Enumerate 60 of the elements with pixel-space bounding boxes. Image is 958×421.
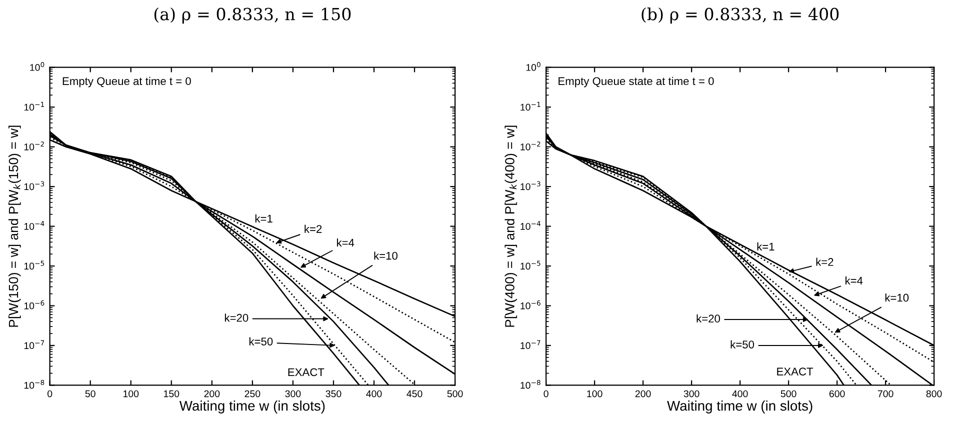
chart-title: (b) ρ = 0.8333, n = 400 [642,7,839,24]
x-tick-label: 200 [204,390,220,398]
y-tick-label: 10$^{0}$ [30,62,44,71]
annotation: k=1 [255,214,272,222]
annotation: k=4 [846,276,863,284]
y-tick-label: 10$^{−3}$ [520,181,540,190]
x-tick-label: 0 [544,390,548,398]
annotation: k=1 [757,242,774,250]
annotation: k=50 [249,337,273,346]
y-tick-label: 10$^{−7}$ [520,340,540,350]
x-tick-label: 200 [635,390,651,398]
y-tick-label: 10$^{−1}$ [520,102,540,111]
x-tick-label: 350 [326,390,342,398]
y-tick-label: 10$^{−2}$ [520,142,540,150]
annotation: EXACT [288,368,324,376]
y-tick-label: 10$^{−5}$ [24,260,44,270]
y-tick-label: 10$^{−2}$ [24,142,44,150]
x-tick-label: 100 [587,390,602,398]
y-tick-label: 10$^{−5}$ [520,260,540,270]
y-tick-label: 10$^{0}$ [526,62,540,71]
chart-title: (a) ρ = 0.8333, n = 150 [154,7,351,24]
x-tick-label: 250 [244,390,260,398]
x-axis-title: Waiting time w (in slots) [179,400,325,414]
x-tick-label: 300 [285,390,301,398]
annotation: EXACT [777,368,814,376]
x-tick-label: 800 [926,390,942,398]
x-tick-label: 400 [366,390,382,398]
x-tick-label: 300 [684,390,700,398]
x-tick-label: 450 [406,390,422,398]
x-tick-label: 500 [447,390,463,398]
x-tick-label: 0 [47,390,52,398]
x-tick-label: 400 [732,390,748,398]
y-tick-label: 10$^{−6}$ [520,300,540,310]
y-tick-label: 10$^{−8}$ [520,380,540,389]
annotation: k=10 [374,252,398,260]
x-tick-label: 500 [780,390,796,398]
annotation: Empty Queue at time t = 0 [62,76,191,88]
x-axis-title: Waiting time w (in slots) [667,400,812,414]
y-tick-label: 10$^{−7}$ [24,340,44,350]
y-tick-label: 10$^{−4}$ [24,221,44,230]
y-tick-label: 10$^{−1}$ [24,102,44,111]
annotation: k=2 [816,258,834,266]
annotation: k=10 [885,294,909,302]
y-axis-title: P[W(150) = w] and P[W$_{k}$(150) = w] [8,126,21,327]
y-tick-label: 10$^{−3}$ [24,181,44,190]
x-tick-label: 700 [878,390,894,398]
x-tick-label: 600 [829,390,845,398]
y-tick-label: 10$^{−4}$ [520,221,540,230]
y-tick-label: 10$^{−6}$ [24,300,44,310]
annotation: k=20 [696,314,720,323]
annotation: k=20 [224,314,248,322]
annotation: k=50 [730,340,754,348]
x-tick-label: 100 [123,390,139,398]
x-tick-label: 150 [164,390,180,398]
y-tick-label: 10$^{−8}$ [24,380,44,389]
x-tick-label: 50 [85,390,96,398]
annotation: k=4 [337,238,354,247]
annotation: k=2 [304,224,322,233]
y-axis-title: P[W(400) = w] and P[W$_{k}$(400) = w] [504,126,518,327]
annotation: Empty Queue state at time t = 0 [558,76,714,88]
